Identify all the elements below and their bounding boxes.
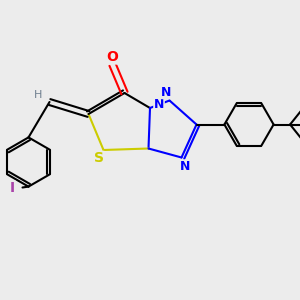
Text: N: N xyxy=(180,160,190,173)
Text: H: H xyxy=(34,89,42,100)
Text: N: N xyxy=(161,85,172,99)
Text: O: O xyxy=(106,50,119,64)
Text: S: S xyxy=(94,152,104,165)
Text: N: N xyxy=(154,98,164,112)
Text: I: I xyxy=(10,181,15,195)
